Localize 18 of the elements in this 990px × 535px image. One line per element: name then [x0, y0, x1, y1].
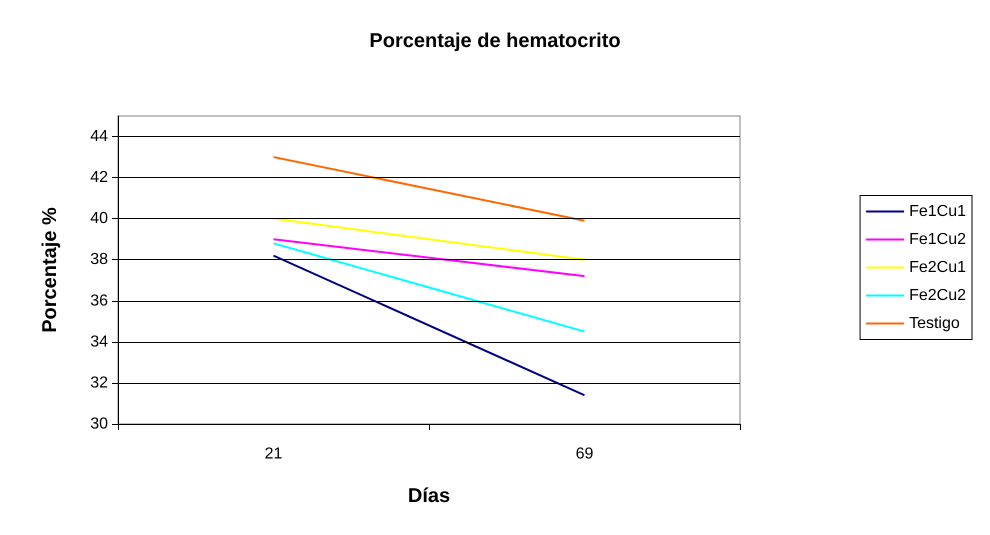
y-tick-label: 40 [90, 210, 108, 228]
legend-label: Testigo [909, 315, 960, 332]
y-tick-label: 44 [90, 128, 108, 146]
x-axis-title: Días [408, 485, 450, 507]
legend-label: Fe2Cu1 [909, 259, 966, 276]
y-axis-title: Porcentaje % [39, 206, 61, 333]
x-tick-label: 69 [576, 446, 594, 462]
y-tick-label: 36 [90, 292, 108, 310]
y-tick-label: 30 [90, 416, 108, 432]
legend-label: Fe2Cu2 [909, 287, 966, 304]
y-tick-label: 34 [90, 333, 108, 350]
y-tick-label: 32 [90, 374, 108, 392]
y-tick-label: 42 [90, 169, 108, 186]
legend-label: Fe1Cu1 [909, 203, 966, 220]
y-tick-label: 38 [90, 251, 108, 268]
legend-label: Fe1Cu2 [909, 231, 966, 248]
chart-title: Porcentaje de hematocrito [369, 30, 621, 52]
x-tick-label: 21 [264, 446, 282, 462]
